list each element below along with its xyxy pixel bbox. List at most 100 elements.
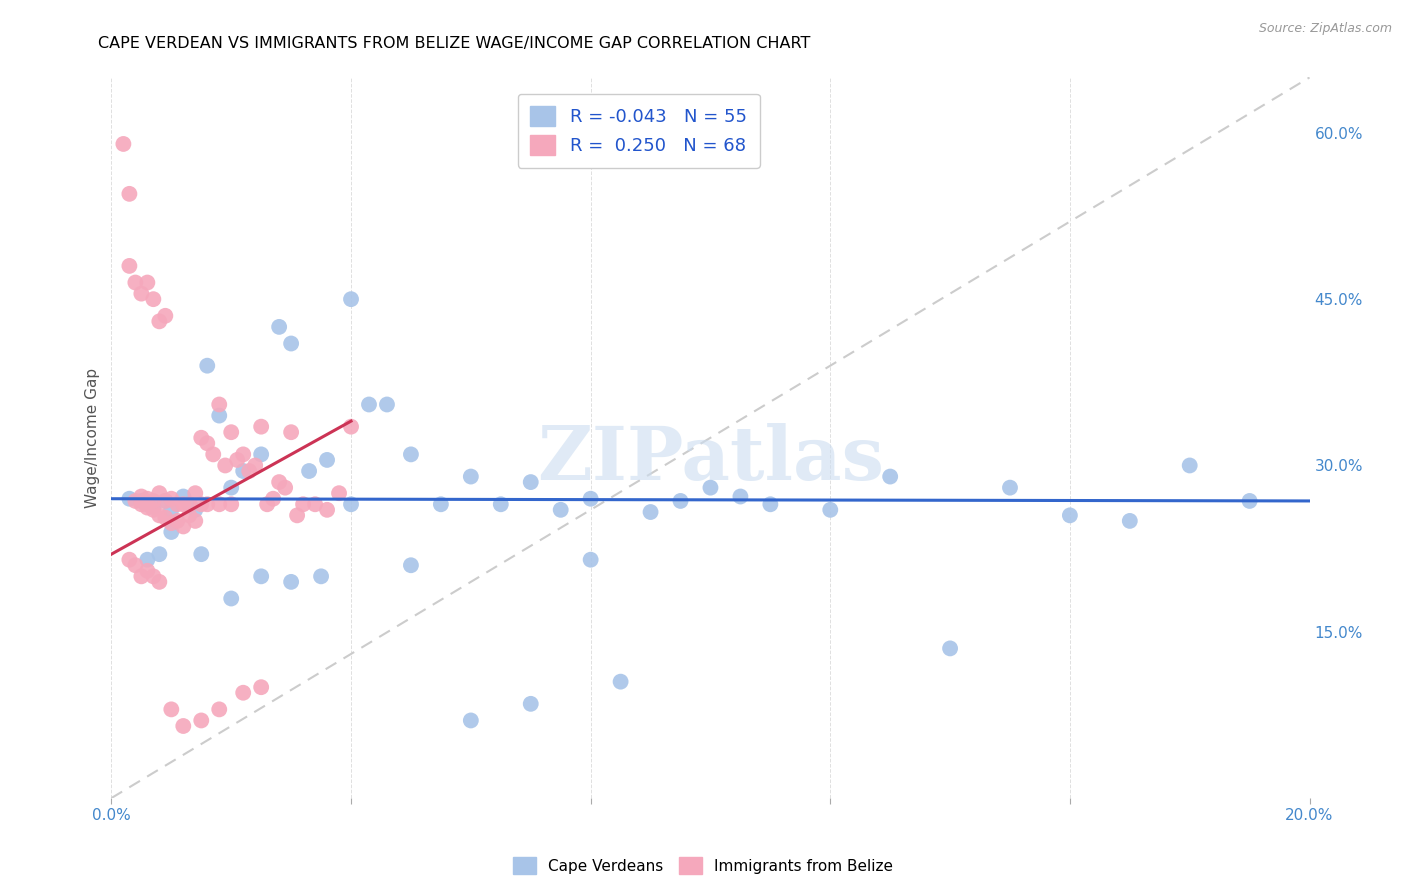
Point	[172, 719, 194, 733]
Point	[136, 552, 159, 566]
Point	[274, 481, 297, 495]
Point	[340, 292, 363, 306]
Point	[148, 314, 170, 328]
Point	[124, 494, 146, 508]
Point	[166, 514, 188, 528]
Point	[155, 494, 177, 508]
Point	[131, 497, 153, 511]
Point	[172, 519, 194, 533]
Point	[280, 425, 302, 440]
Point	[179, 508, 201, 523]
Point	[340, 497, 363, 511]
Text: ZIPatlas: ZIPatlas	[537, 423, 884, 496]
Legend: R = -0.043   N = 55, R =  0.250   N = 68: R = -0.043 N = 55, R = 0.250 N = 68	[517, 94, 759, 168]
Point	[640, 505, 662, 519]
Point	[184, 486, 207, 500]
Point	[195, 359, 218, 373]
Point	[250, 569, 273, 583]
Point	[232, 686, 254, 700]
Point	[340, 419, 363, 434]
Point	[136, 491, 159, 506]
Point	[155, 309, 177, 323]
Point	[195, 497, 218, 511]
Point	[208, 397, 231, 411]
Point	[172, 490, 194, 504]
Point	[124, 276, 146, 290]
Point	[142, 292, 165, 306]
Point	[131, 569, 153, 583]
Text: Source: ZipAtlas.com: Source: ZipAtlas.com	[1258, 22, 1392, 36]
Point	[184, 503, 207, 517]
Point	[460, 714, 482, 728]
Point	[219, 497, 242, 511]
Point	[250, 419, 273, 434]
Point	[519, 697, 541, 711]
Point	[250, 680, 273, 694]
Point	[1119, 514, 1142, 528]
Point	[219, 425, 242, 440]
Legend: Cape Verdeans, Immigrants from Belize: Cape Verdeans, Immigrants from Belize	[508, 851, 898, 880]
Point	[148, 574, 170, 589]
Point	[699, 481, 721, 495]
Point	[155, 510, 177, 524]
Point	[262, 491, 284, 506]
Point	[118, 552, 141, 566]
Point	[759, 497, 782, 511]
Point	[316, 503, 339, 517]
Point	[269, 475, 291, 489]
Point	[208, 497, 231, 511]
Point	[298, 464, 321, 478]
Point	[269, 319, 291, 334]
Point	[148, 508, 170, 523]
Point	[155, 494, 177, 508]
Point	[148, 547, 170, 561]
Point	[1059, 508, 1081, 523]
Point	[939, 641, 962, 656]
Point	[208, 702, 231, 716]
Point	[579, 491, 602, 506]
Point	[399, 447, 422, 461]
Point	[124, 558, 146, 573]
Point	[280, 336, 302, 351]
Point	[219, 591, 242, 606]
Point	[579, 552, 602, 566]
Point	[669, 494, 692, 508]
Point	[179, 497, 201, 511]
Point	[998, 481, 1021, 495]
Point	[489, 497, 512, 511]
Point	[430, 497, 453, 511]
Point	[820, 503, 842, 517]
Point	[250, 447, 273, 461]
Point	[136, 276, 159, 290]
Point	[609, 674, 631, 689]
Point	[232, 464, 254, 478]
Point	[190, 497, 212, 511]
Point	[316, 453, 339, 467]
Point	[184, 514, 207, 528]
Point	[1178, 458, 1201, 473]
Point	[160, 524, 183, 539]
Point	[136, 564, 159, 578]
Point	[460, 469, 482, 483]
Point	[1239, 494, 1261, 508]
Point	[190, 714, 212, 728]
Point	[160, 516, 183, 530]
Point	[232, 447, 254, 461]
Point	[550, 503, 572, 517]
Point	[118, 259, 141, 273]
Point	[136, 500, 159, 515]
Point	[160, 702, 183, 716]
Point	[195, 436, 218, 450]
Point	[519, 475, 541, 489]
Point	[118, 186, 141, 201]
Point	[142, 494, 165, 508]
Point	[256, 497, 278, 511]
Point	[238, 464, 260, 478]
Point	[179, 497, 201, 511]
Point	[214, 458, 236, 473]
Point	[730, 490, 752, 504]
Point	[219, 481, 242, 495]
Point	[142, 503, 165, 517]
Point	[292, 497, 315, 511]
Point	[285, 508, 308, 523]
